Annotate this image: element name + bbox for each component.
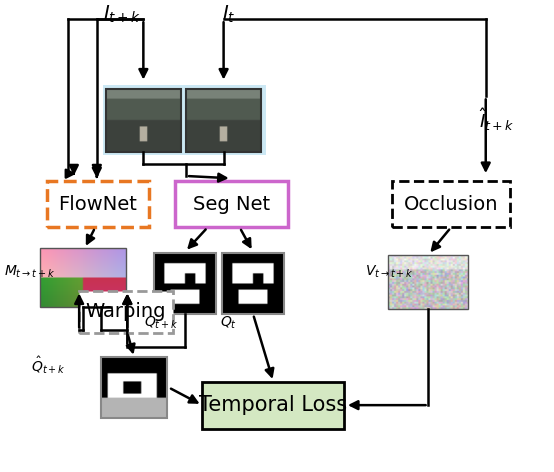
FancyBboxPatch shape <box>79 291 173 333</box>
FancyBboxPatch shape <box>392 181 510 228</box>
Text: $V_{t\rightarrow t+k}$: $V_{t\rightarrow t+k}$ <box>365 264 414 280</box>
FancyBboxPatch shape <box>47 181 148 228</box>
Text: $\hat{Q}_{t+k}$: $\hat{Q}_{t+k}$ <box>31 354 66 376</box>
Text: $M_{t\rightarrow t+k}$: $M_{t\rightarrow t+k}$ <box>4 264 55 280</box>
Text: Occlusion: Occlusion <box>404 194 498 213</box>
Text: FlowNet: FlowNet <box>59 194 137 213</box>
Text: Temporal Loss: Temporal Loss <box>199 395 347 415</box>
Text: $I_t$: $I_t$ <box>222 4 235 25</box>
Text: $\hat{I}_{t+k}$: $\hat{I}_{t+k}$ <box>479 107 514 133</box>
FancyBboxPatch shape <box>202 382 344 429</box>
Text: $I_{t+k}$: $I_{t+k}$ <box>103 4 141 25</box>
Text: $Q_{t+k}$: $Q_{t+k}$ <box>143 315 178 331</box>
Text: Seg Net: Seg Net <box>193 194 270 213</box>
Text: $Q_t$: $Q_t$ <box>220 315 238 331</box>
FancyBboxPatch shape <box>103 85 266 155</box>
Text: Warping: Warping <box>86 302 166 321</box>
FancyBboxPatch shape <box>176 181 288 228</box>
